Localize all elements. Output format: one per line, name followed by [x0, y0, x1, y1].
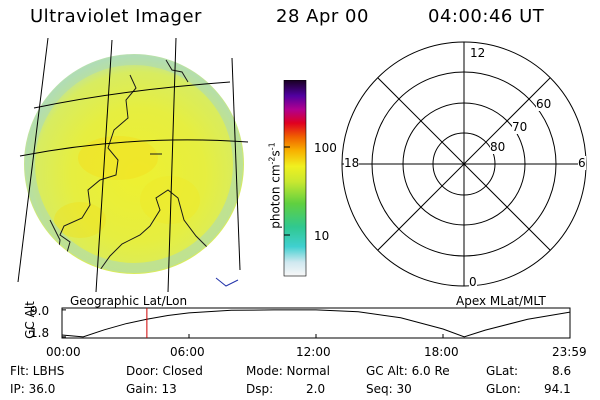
polar-mlat-mlt-plot	[341, 41, 587, 287]
gc-alt-status: GC Alt: 6.0 Re	[366, 364, 450, 378]
dsp-label: Dsp:	[246, 382, 274, 396]
apex-caption: Apex MLat/MLT	[456, 294, 546, 308]
mlt-label-6: 6	[578, 156, 586, 170]
altitude-ytick-high: 9.0	[30, 304, 50, 318]
altitude-series-line	[61, 309, 571, 338]
mlt-label-18: 18	[344, 156, 360, 170]
filter-status: Flt: LBHS	[10, 364, 65, 378]
geographic-caption: Geographic Lat/Lon	[70, 294, 188, 308]
altitude-xtick-18: 18:00	[424, 345, 459, 359]
altitude-plot-frame	[61, 307, 571, 339]
lat-lon-grid	[17, 37, 249, 292]
auroral-image-geographic	[17, 37, 249, 292]
altitude-xtick-0: 00:00	[46, 345, 81, 359]
colorbar-unit-label: photon cm-2s-1	[267, 142, 283, 229]
glat-value: 8.6	[552, 364, 572, 378]
colorbar-tick-100: 100	[314, 141, 337, 155]
altitude-plot	[61, 307, 571, 339]
glon-label: GLon:	[486, 382, 521, 396]
instrument-title: Ultraviolet Imager	[30, 6, 202, 27]
dsp-value: 2.0	[306, 382, 326, 396]
coastline	[59, 74, 137, 257]
altitude-xtick-6: 06:00	[170, 345, 205, 359]
mlat-label-60: 60	[536, 97, 552, 111]
observation-date: 28 Apr 00	[276, 6, 369, 27]
door-status: Door: Closed	[126, 364, 203, 378]
color-scale-bar	[283, 80, 307, 277]
mode-status: Mode: Normal	[246, 364, 330, 378]
altitude-xtick-24: 23:59	[552, 345, 587, 359]
seq-status: Seq: 30	[366, 382, 412, 396]
altitude-ytick-low: 1.8	[30, 326, 50, 340]
glat-label: GLat:	[486, 364, 519, 378]
mlt-label-0: 0	[469, 275, 477, 289]
gain-status: Gain: 13	[126, 382, 177, 396]
ip-status: IP: 36.0	[10, 382, 56, 396]
colorbar-tick-10: 10	[314, 229, 330, 243]
altitude-xtick-12: 12:00	[296, 345, 331, 359]
mlat-label-70: 70	[512, 120, 528, 134]
observation-time: 04:00:46 UT	[428, 6, 545, 27]
glon-value: 94.1	[544, 382, 571, 396]
coastline	[99, 189, 217, 271]
mlt-label-12: 12	[470, 46, 486, 60]
mlat-label-80: 80	[490, 140, 506, 154]
